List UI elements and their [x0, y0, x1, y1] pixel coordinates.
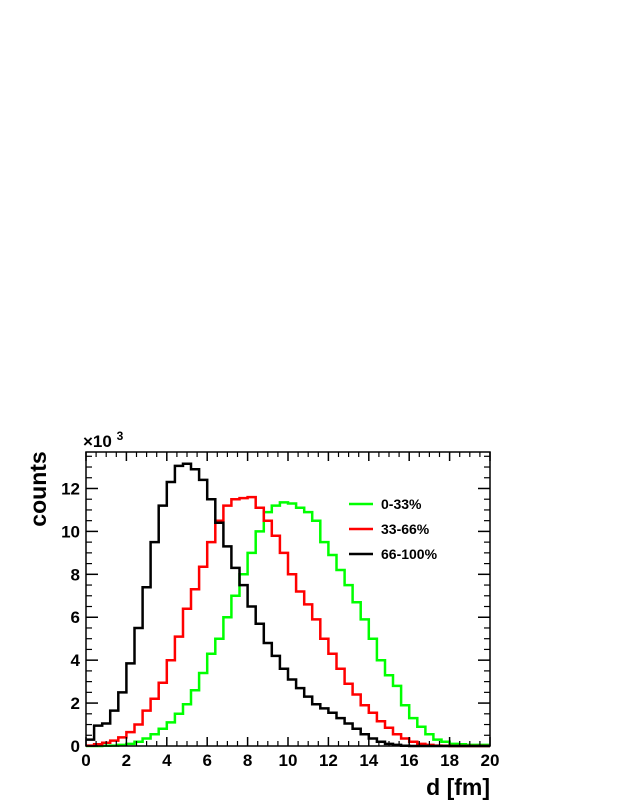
y-multiplier-exponent: 3 — [117, 429, 124, 443]
series-0-33%-line — [86, 501, 490, 748]
x-axis-label: d [fm] — [426, 774, 490, 800]
legend-label: 0-33% — [381, 496, 422, 512]
axes: 0 2 4 6 8 10 12 14 16 18 20 0 2 4 6 8 10 12 — [61, 451, 500, 770]
y-multiplier-label: ×10 3 — [83, 429, 124, 451]
y-tick-label: 2 — [71, 694, 80, 713]
y-tick-label: 0 — [71, 737, 80, 756]
x-tick-label: 20 — [481, 751, 500, 770]
series-66-100%-line — [86, 462, 490, 748]
y-tick-label: 10 — [61, 522, 80, 541]
y-tick-label: 12 — [61, 479, 80, 498]
legend-label: 33-66% — [381, 521, 430, 537]
x-tick-label: 6 — [202, 751, 211, 770]
y-axis-label: counts — [25, 451, 51, 526]
x-tick-label: 16 — [400, 751, 419, 770]
legend-label: 66-100% — [381, 546, 438, 562]
x-tick-label: 14 — [359, 751, 378, 770]
x-tick-label: 4 — [162, 751, 172, 770]
y-tick-label: 8 — [71, 565, 80, 584]
x-tick-label: 8 — [243, 751, 252, 770]
histogram-curves — [86, 462, 490, 748]
x-tick-label: 10 — [279, 751, 298, 770]
x-tick-label: 12 — [319, 751, 338, 770]
y-tick-label: 4 — [71, 651, 81, 670]
x-tick-label: 0 — [81, 751, 90, 770]
series-33-66%-line — [86, 495, 490, 748]
legend: 0-33% 33-66% 66-100% — [349, 496, 438, 562]
y-tick-label: 6 — [71, 608, 80, 627]
x-tick-label: 2 — [122, 751, 131, 770]
x-tick-label: 18 — [440, 751, 459, 770]
plot-frame — [85, 451, 491, 747]
y-multiplier-base: ×10 — [83, 432, 112, 451]
